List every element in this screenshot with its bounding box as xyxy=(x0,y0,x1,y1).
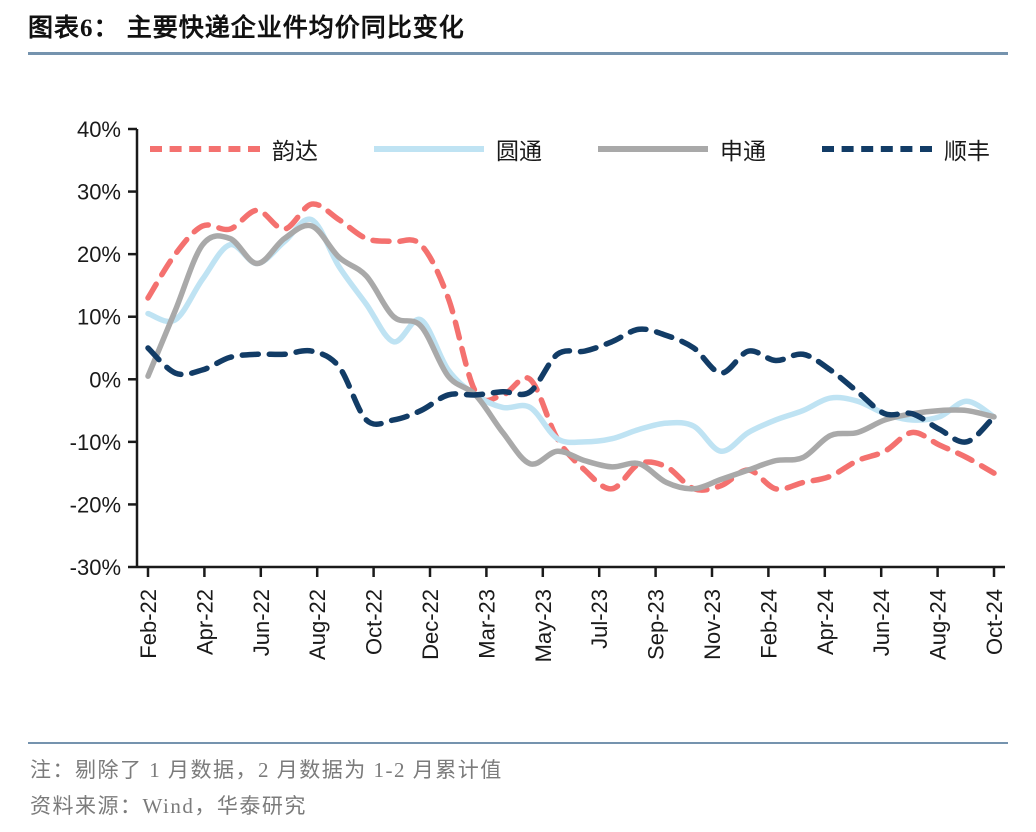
page-title: 图表6： 主要快递企业件均价同比变化 xyxy=(28,15,465,42)
x-axis-tick-label: Oct-22 xyxy=(362,589,387,655)
x-axis-tick-label: Sep-23 xyxy=(644,589,669,660)
footer-divider xyxy=(28,742,1008,744)
figure-note: 注：剔除了 1 月数据，2 月数据为 1-2 月累计值 xyxy=(30,758,503,782)
y-axis-tick-label: 20% xyxy=(77,242,121,267)
series-line-圆通 xyxy=(145,216,997,454)
legend-swatch-yuantong xyxy=(374,146,484,152)
legend-label-yuantong: 圆通 xyxy=(496,139,542,164)
y-axis-tick-label: 40% xyxy=(77,117,121,142)
legend-label-yunda: 韵达 xyxy=(272,139,318,164)
legend-item-shentong: 申通 xyxy=(598,132,766,166)
y-axis-tick-label: -10% xyxy=(70,430,121,455)
x-axis-tick-label: Oct-24 xyxy=(982,589,1007,655)
figure-source: 资料来源：Wind，华泰研究 xyxy=(30,794,307,818)
y-axis-tick-label: -20% xyxy=(70,492,121,517)
x-axis-tick-label: Feb-24 xyxy=(756,589,781,659)
x-axis-tick-label: Jul-23 xyxy=(587,589,612,649)
series-line-顺丰 xyxy=(145,326,997,445)
legend-item-yuantong: 圆通 xyxy=(374,132,542,166)
header-divider xyxy=(28,52,1008,55)
y-axis-tick-label: 10% xyxy=(77,305,121,330)
figure-footer: 注：剔除了 1 月数据，2 月数据为 1-2 月累计值 资料来源：Wind，华泰… xyxy=(30,752,1010,824)
line-chart: 40% 30% 20% 10% 0% -10% -20% -30% Feb-22 Apr-22 Ju… xyxy=(70,117,1007,662)
chart-legend: 韵达 圆通 申通 顺丰 xyxy=(150,132,990,166)
y-axis-tick-label: -30% xyxy=(70,555,121,580)
chart-container: 40% 30% 20% 10% 0% -10% -20% -30% Feb-22 Apr-22 Ju… xyxy=(0,62,1036,682)
legend-item-sf: 顺丰 xyxy=(822,132,990,166)
x-axis-tick-label: Nov-23 xyxy=(700,589,725,660)
legend-label-sf: 顺丰 xyxy=(944,139,990,164)
x-axis-tick-label: Dec-22 xyxy=(418,589,443,660)
legend-swatch-yunda xyxy=(150,146,260,152)
legend-swatch-sf xyxy=(822,146,932,152)
x-axis-tick-label: May-23 xyxy=(531,589,556,662)
x-axis-tick-label: Feb-22 xyxy=(136,589,161,659)
legend-item-yunda: 韵达 xyxy=(150,132,318,166)
y-axis-tick-label: 30% xyxy=(77,180,121,205)
y-axis-tick-label: 0% xyxy=(89,367,121,392)
legend-swatch-shentong xyxy=(598,146,708,152)
x-axis-tick-label: Apr-22 xyxy=(192,589,217,655)
x-axis-tick-label: Aug-22 xyxy=(305,589,330,660)
x-axis-tick-label: Jun-24 xyxy=(869,589,894,656)
figure-header: 图表6： 主要快递企业件均价同比变化 xyxy=(28,14,1008,44)
legend-label-shentong: 申通 xyxy=(720,139,766,164)
x-axis-tick-label: Jun-22 xyxy=(249,589,274,656)
x-axis-tick-label: Mar-23 xyxy=(474,589,499,659)
series-line-申通 xyxy=(145,222,997,492)
x-axis-tick-label: Apr-24 xyxy=(813,589,838,655)
x-axis-tick-label: Aug-24 xyxy=(926,589,951,660)
